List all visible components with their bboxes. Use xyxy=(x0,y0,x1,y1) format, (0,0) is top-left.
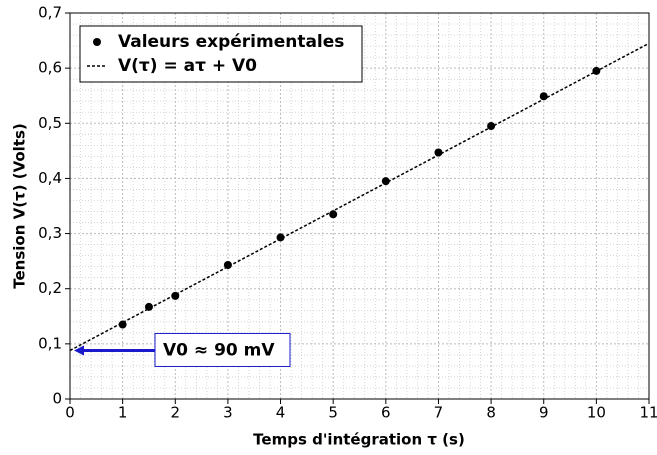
y-axis-label: Tension V(τ) (Volts) xyxy=(11,123,29,289)
y-tick-label: 0,1 xyxy=(38,334,62,352)
x-tick-label: 6 xyxy=(381,404,391,422)
legend-label: V(τ) = aτ + V0 xyxy=(118,56,257,76)
annotation-box xyxy=(154,332,291,367)
y-tick-label: 0,7 xyxy=(38,4,62,22)
x-tick-label: 10 xyxy=(587,404,606,422)
x-tick-label: 7 xyxy=(434,404,444,422)
y-tick-label: 0,3 xyxy=(38,224,62,242)
x-tick-label: 8 xyxy=(486,404,496,422)
data-point xyxy=(118,320,127,329)
legend-label: Valeurs expérimentales xyxy=(118,32,344,52)
data-point xyxy=(487,122,496,131)
y-tick-label: 0,2 xyxy=(38,279,62,297)
x-tick-label: 11 xyxy=(639,404,657,422)
y-tick-label: 0,4 xyxy=(38,169,62,187)
y-tick-label: 0 xyxy=(52,390,62,408)
x-tick-label: 4 xyxy=(276,404,286,422)
annotation-arrowhead xyxy=(74,345,84,356)
y-tick-label: 0,6 xyxy=(38,59,62,77)
x-tick-label: 5 xyxy=(328,404,338,422)
x-tick-label: 3 xyxy=(223,404,233,422)
annotation-label: V0 ≈ 90 mV xyxy=(163,340,275,360)
legend-marker xyxy=(93,38,101,46)
x-tick-label: 9 xyxy=(539,404,549,422)
legend-box xyxy=(79,25,363,83)
y-tick-label: 0,5 xyxy=(38,114,62,132)
x-tick-label: 1 xyxy=(118,404,128,422)
plot-frame xyxy=(69,12,650,400)
fit-line xyxy=(69,42,650,352)
data-point xyxy=(539,92,548,101)
x-tick-label: 0 xyxy=(65,404,75,422)
x-axis-label: Temps d'intégration τ (s) xyxy=(253,431,465,449)
data-point xyxy=(434,148,443,157)
x-tick-label: 2 xyxy=(170,404,180,422)
